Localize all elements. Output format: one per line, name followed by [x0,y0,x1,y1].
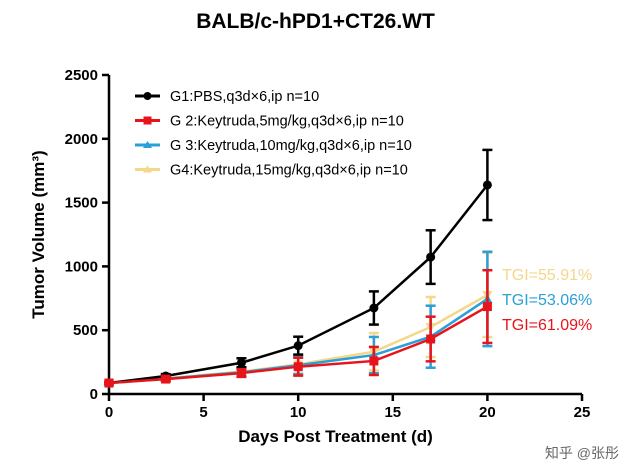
data-point [426,334,436,344]
chart-title: BALB/c-hPD1+CT26.WT [196,10,435,33]
data-point [104,378,114,388]
data-point [293,362,303,372]
legend-label: G1:PBS,q3d×6,ip n=10 [170,89,319,105]
data-point [482,180,492,190]
data-point [293,341,303,351]
legend-label: G 3:Keytruda,10mg/kg,q3d×6,ip n=10 [170,138,412,154]
y-tick-label: 500 [73,322,98,339]
legend-marker [143,116,152,125]
x-axis-label: Days Post Treatment (d) [238,427,433,446]
legend-marker [143,92,152,100]
x-tick-label: 0 [105,404,113,421]
data-point [369,356,379,366]
x-tick-label: 20 [479,404,496,421]
y-tick-label: 1500 [65,195,98,212]
legend-label: G 2:Keytruda,5mg/kg,q3d×6,ip n=10 [170,114,404,130]
y-axis-label: Tumor Volume (mm³) [29,150,48,318]
data-point [236,358,246,368]
x-tick-label: 10 [290,404,307,421]
watermark: 知乎 @张彤 [544,445,619,461]
legend-marker [143,141,152,148]
data-point [161,374,171,384]
x-tick-label: 15 [384,404,401,421]
y-tick-label: 0 [90,386,98,403]
y-tick-label: 2500 [65,67,98,84]
data-point [482,302,492,312]
legend-label: G4:Keytruda,15mg/kg,q3d×6,ip n=10 [170,163,408,179]
legend-marker [143,165,152,173]
data-point [426,252,436,262]
data-point [369,303,379,313]
x-tick-label: 5 [199,404,207,421]
y-tick-label: 2000 [65,131,98,148]
tgi-annotation: TGI=55.91% [502,267,592,284]
x-tick-label: 25 [574,404,591,421]
data-point [236,368,246,378]
y-tick-label: 1000 [65,258,98,275]
tgi-annotation: TGI=61.09% [502,317,592,334]
tgi-annotation: TGI=53.06% [502,292,592,309]
